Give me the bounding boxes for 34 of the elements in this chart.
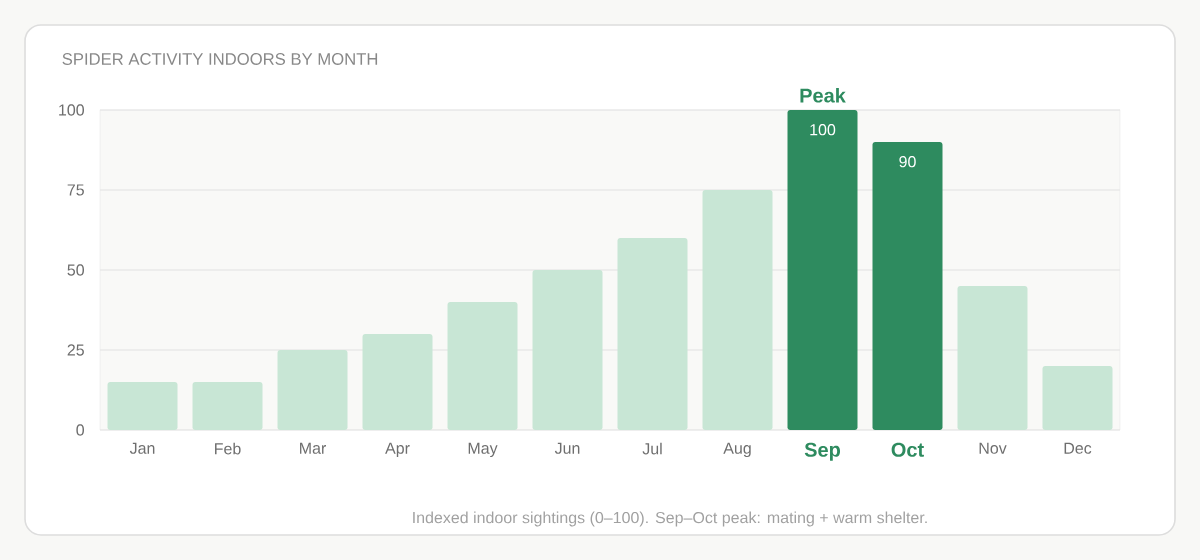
x-tick-label: Jan xyxy=(129,442,155,454)
bar xyxy=(192,381,263,430)
bar xyxy=(1042,365,1113,430)
x-tick-label: Apr xyxy=(385,442,410,458)
annotation: Peak xyxy=(800,87,846,103)
x-tick-label: Jun xyxy=(554,442,580,454)
y-tick-label: 75 xyxy=(67,184,84,196)
x-tick-label: Aug xyxy=(723,442,751,458)
y-tick-label: 100 xyxy=(59,104,85,116)
x-tick-label: May xyxy=(468,442,498,458)
y-tick-label: 50 xyxy=(67,264,85,276)
bar xyxy=(957,285,1028,430)
data-label: 100 xyxy=(810,124,836,136)
x-tick-label: Nov xyxy=(979,442,1007,454)
y-tick-label: 0 xyxy=(76,424,85,436)
data-label: 90 xyxy=(899,156,916,168)
chart-title: SPIDER ACTIVITY INDOORS BY MONTH xyxy=(62,53,378,65)
bar xyxy=(277,349,348,430)
bar xyxy=(787,109,858,430)
x-tick-label: Dec xyxy=(1064,442,1092,454)
x-tick-label: Sep xyxy=(804,442,841,461)
x-tick-label: Jul xyxy=(642,442,662,455)
bar xyxy=(532,269,603,430)
text: Indexed indoor sightings (0–100). Sep–Oct peak: mating + warm shelter. xyxy=(413,511,927,527)
bar xyxy=(872,141,943,430)
bar xyxy=(447,301,518,430)
bar xyxy=(362,333,433,430)
bar xyxy=(107,381,178,430)
x-tick-label: Oct xyxy=(891,442,924,457)
x-tick-label: Mar xyxy=(300,442,327,454)
bar xyxy=(617,237,688,430)
x-tick-label: Feb xyxy=(215,442,241,455)
y-tick-label: 25 xyxy=(67,344,84,356)
bar xyxy=(702,189,773,430)
